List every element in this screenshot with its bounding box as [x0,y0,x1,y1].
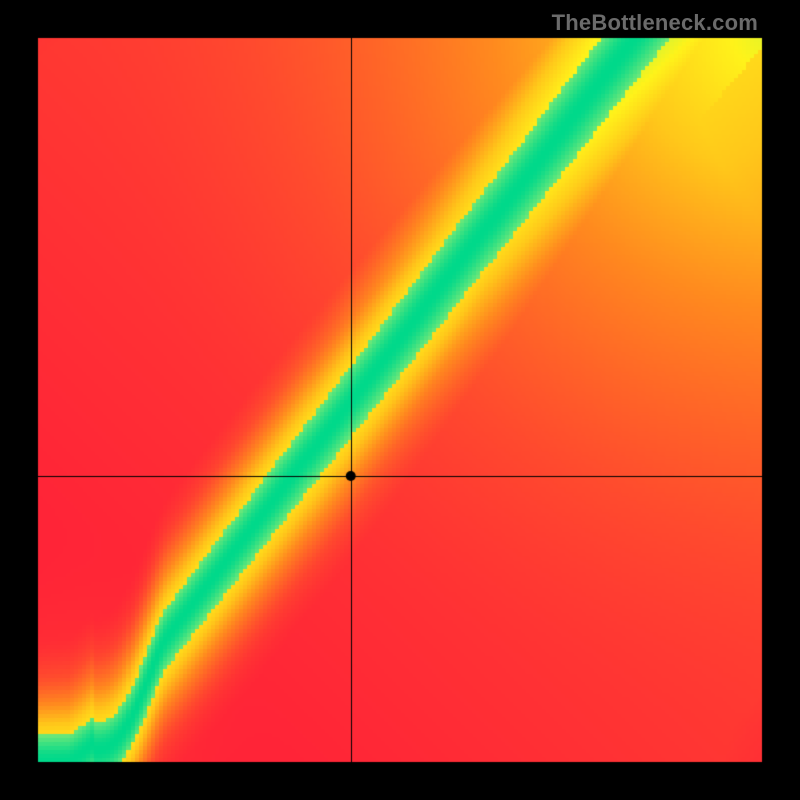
watermark-text: TheBottleneck.com [552,10,758,36]
chart-container: TheBottleneck.com [0,0,800,800]
heatmap-canvas [0,0,800,800]
